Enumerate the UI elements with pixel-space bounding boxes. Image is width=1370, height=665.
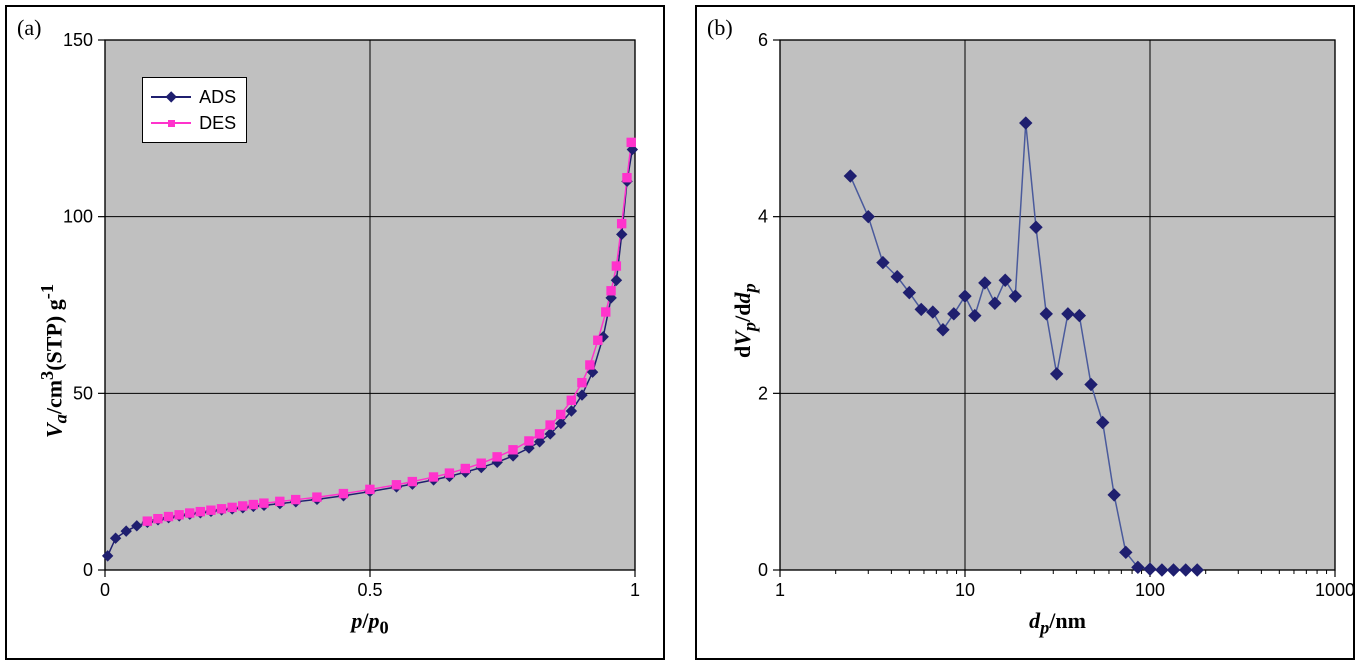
svg-text:10: 10 — [955, 580, 975, 600]
svg-text:1: 1 — [775, 580, 785, 600]
svg-text:4: 4 — [758, 207, 768, 227]
svg-text:0: 0 — [100, 580, 110, 600]
svg-text:6: 6 — [758, 30, 768, 50]
svg-text:1: 1 — [630, 580, 640, 600]
svg-text:1000: 1000 — [1315, 580, 1355, 600]
svg-text:0: 0 — [758, 560, 768, 580]
legend-label: ADS — [199, 87, 236, 108]
svg-text:100: 100 — [63, 207, 93, 227]
ylabel-b: dVp/ddp — [730, 283, 760, 358]
panel-a-tag: (a) — [17, 15, 41, 41]
svg-text:2: 2 — [758, 383, 768, 403]
legend-label: DES — [199, 113, 236, 134]
xlabel-a: p/p0 — [105, 608, 635, 638]
svg-text:0: 0 — [83, 560, 93, 580]
legend-a: ADS DES — [142, 77, 247, 143]
svg-text:150: 150 — [63, 30, 93, 50]
svg-text:0.5: 0.5 — [357, 580, 382, 600]
panel-b-tag: (b) — [707, 15, 733, 41]
ylabel-a: Va/cm3(STP) g-1 — [37, 283, 72, 437]
xlabel-b: dp/nm — [780, 608, 1335, 638]
legend-item: ADS — [151, 84, 236, 110]
legend-item: DES — [151, 110, 236, 136]
svg-text:100: 100 — [1135, 580, 1165, 600]
plot-b: 11010010000246 — [780, 40, 1335, 570]
svg-text:50: 50 — [73, 383, 93, 403]
figure-container: (a) 00.51050100150 p/p0 Va/cm3(STP) g-1 … — [0, 0, 1370, 665]
chart-b-svg: 11010010000246 — [780, 40, 1335, 570]
